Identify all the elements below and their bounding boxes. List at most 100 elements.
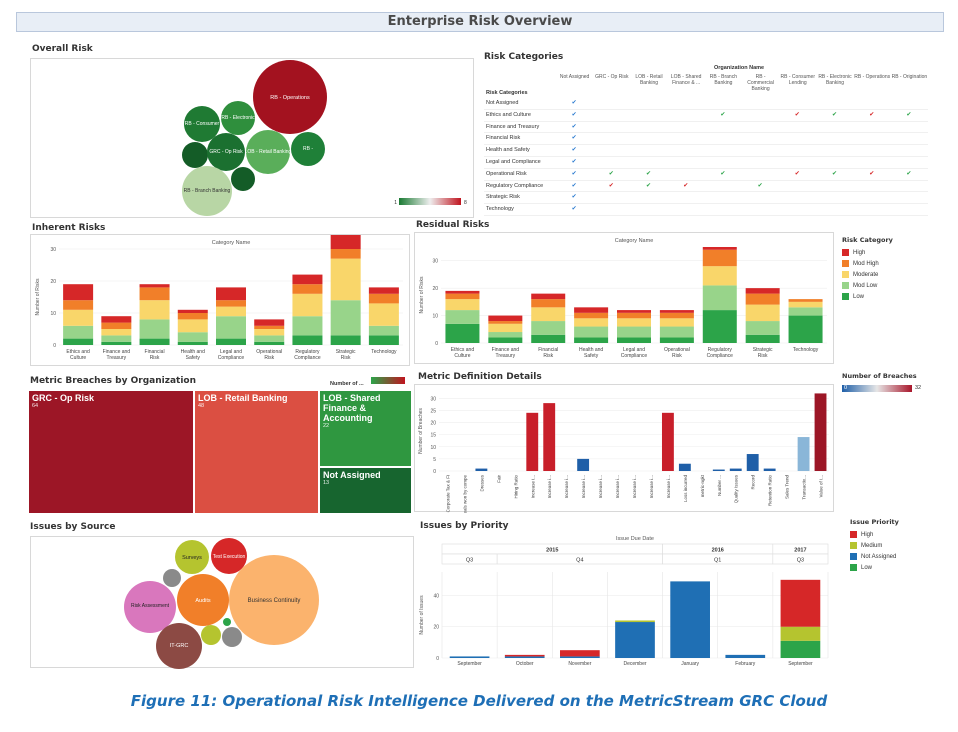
bar-segment[interactable]	[139, 338, 170, 345]
bar-segment[interactable]	[615, 622, 655, 658]
bar-segment[interactable]	[101, 341, 132, 345]
bar[interactable]	[577, 458, 590, 471]
bar-segment[interactable]	[63, 338, 94, 345]
legend-item[interactable]: Low	[850, 562, 940, 573]
risk-category-row[interactable]: Operational Risk ✔ ✔ ✔ ✔ ✔ ✔ ✔ ✔	[484, 168, 928, 181]
bar[interactable]	[814, 393, 827, 471]
bar-segment[interactable]	[659, 310, 694, 313]
bar-segment[interactable]	[330, 300, 361, 336]
treemap-cell-lob-shared-finance[interactable]: LOB - Shared Finance & Accounting 22	[319, 390, 412, 467]
bar-segment[interactable]	[254, 325, 285, 329]
bar-segment[interactable]	[659, 337, 694, 343]
bar-segment[interactable]	[177, 341, 208, 345]
bar[interactable]	[763, 468, 776, 471]
bar-segment[interactable]	[788, 307, 823, 316]
bar-segment[interactable]	[292, 274, 323, 285]
bar-segment[interactable]	[330, 233, 361, 249]
bar-segment[interactable]	[177, 309, 208, 313]
bubble-surveys[interactable]	[175, 540, 209, 574]
bar-segment[interactable]	[670, 581, 710, 658]
bar-segment[interactable]	[445, 299, 480, 311]
bar-segment[interactable]	[702, 247, 737, 250]
legend-item[interactable]: High	[850, 529, 940, 540]
bar-segment[interactable]	[702, 249, 737, 267]
bar-segment[interactable]	[177, 332, 208, 342]
bar-segment[interactable]	[504, 654, 545, 657]
bar-segment[interactable]	[368, 303, 399, 326]
bubble-small-grey-2[interactable]	[222, 627, 242, 647]
bar-segment[interactable]	[531, 299, 566, 308]
bar-segment[interactable]	[574, 326, 609, 338]
bar[interactable]	[475, 468, 488, 471]
bar-segment[interactable]	[780, 640, 821, 658]
bar[interactable]	[729, 468, 742, 471]
bar-segment[interactable]	[504, 656, 545, 658]
bar-segment[interactable]	[788, 299, 823, 302]
bar-segment[interactable]	[617, 318, 651, 327]
bar-segment[interactable]	[292, 293, 323, 317]
risk-category-row[interactable]: Legal and Compliance ✔	[484, 156, 928, 169]
bubble-small-olive[interactable]	[201, 625, 221, 645]
bar-segment[interactable]	[368, 293, 399, 304]
bar-segment[interactable]	[531, 321, 566, 335]
bar-segment[interactable]	[617, 310, 651, 313]
treemap-cell-grc-op-risk[interactable]: GRC - Op Risk 64	[28, 390, 194, 514]
bar-segment[interactable]	[780, 626, 821, 641]
bar-segment[interactable]	[216, 287, 246, 301]
bar-segment[interactable]	[780, 579, 821, 627]
legend-item[interactable]: Mod High	[842, 258, 942, 269]
bar-segment[interactable]	[368, 287, 399, 294]
bubble-rb-electronic[interactable]	[221, 101, 255, 135]
bar-segment[interactable]	[725, 654, 766, 658]
bubble-it-grc[interactable]	[156, 623, 202, 669]
bar-segment[interactable]	[254, 319, 285, 326]
bar-segment[interactable]	[745, 304, 780, 322]
bar-segment[interactable]	[745, 288, 780, 294]
legend-item[interactable]: Low	[842, 291, 942, 302]
bar-segment[interactable]	[101, 316, 132, 323]
bar-segment[interactable]	[617, 312, 651, 319]
bar-segment[interactable]	[139, 300, 170, 320]
bar-segment[interactable]	[177, 313, 208, 320]
bubble-risk-assessment[interactable]	[124, 581, 176, 633]
bubble-dark-1[interactable]	[182, 142, 208, 168]
bar-segment[interactable]	[617, 326, 651, 338]
bar-segment[interactable]	[659, 318, 694, 327]
bar-segment[interactable]	[659, 326, 694, 338]
bar-segment[interactable]	[615, 620, 655, 623]
legend-item[interactable]: Medium	[850, 540, 940, 551]
legend-item[interactable]: Not Assigned	[850, 551, 940, 562]
legend-item[interactable]: Mod Low	[842, 280, 942, 291]
bar-segment[interactable]	[101, 322, 132, 329]
bar-segment[interactable]	[63, 300, 94, 310]
risk-category-row[interactable]: Not Assigned ✔	[484, 97, 928, 110]
bar-segment[interactable]	[63, 309, 94, 326]
bar-segment[interactable]	[368, 325, 399, 336]
bar-segment[interactable]	[449, 656, 490, 658]
bar-segment[interactable]	[139, 284, 170, 288]
risk-category-row[interactable]: Technology ✔	[484, 203, 928, 216]
bar-segment[interactable]	[788, 315, 823, 343]
bar-segment[interactable]	[139, 287, 170, 301]
bar-segment[interactable]	[531, 334, 566, 343]
legend-item[interactable]: Moderate	[842, 269, 942, 280]
bar-segment[interactable]	[139, 319, 170, 339]
bar-segment[interactable]	[368, 335, 399, 345]
legend-item[interactable]: High	[842, 247, 942, 258]
bar-segment[interactable]	[101, 329, 132, 336]
bar-segment[interactable]	[216, 306, 246, 317]
bar-segment[interactable]	[788, 301, 823, 308]
bar[interactable]	[678, 463, 691, 471]
bar-segment[interactable]	[702, 266, 737, 286]
treemap-cell-not-assigned[interactable]: Not Assigned 13	[319, 467, 412, 514]
bar-segment[interactable]	[617, 337, 651, 343]
bar-segment[interactable]	[488, 321, 523, 324]
bar[interactable]	[746, 454, 759, 471]
bar-segment[interactable]	[488, 323, 523, 333]
bubble-tiny-green[interactable]	[223, 618, 231, 626]
bar-segment[interactable]	[745, 321, 780, 335]
bar[interactable]	[797, 437, 810, 471]
bar-segment[interactable]	[330, 249, 361, 259]
bar-segment[interactable]	[292, 284, 323, 294]
bubble-business-continuity[interactable]	[229, 555, 319, 645]
